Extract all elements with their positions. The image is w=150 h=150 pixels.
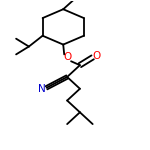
Text: N: N [38, 84, 45, 94]
Text: O: O [92, 51, 101, 61]
Text: O: O [63, 52, 71, 62]
